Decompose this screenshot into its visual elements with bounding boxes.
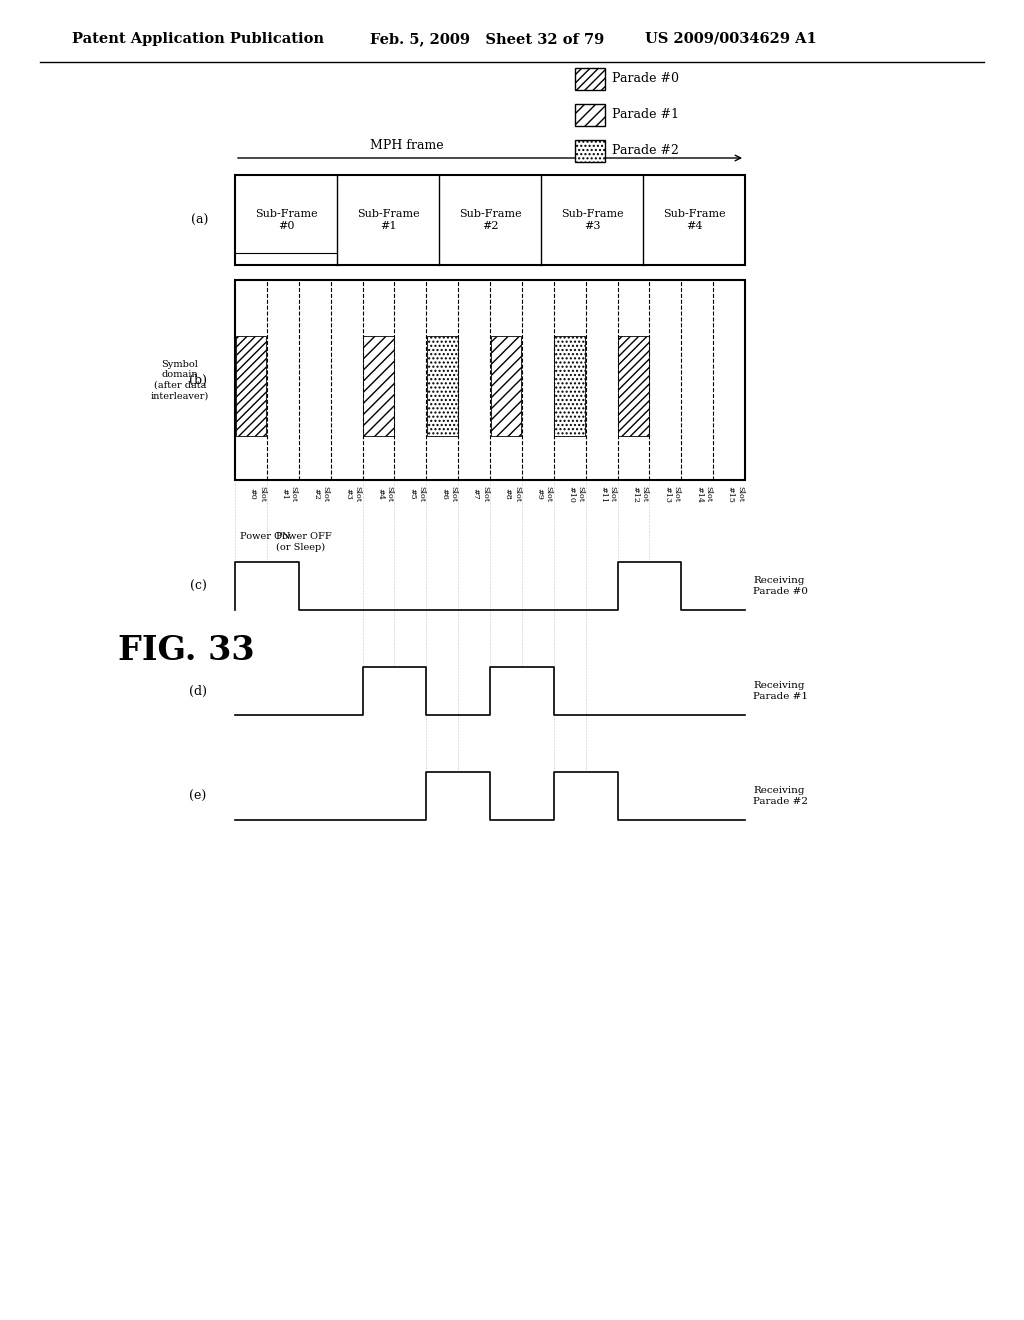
Text: Slot
#10: Slot #10: [567, 486, 585, 503]
Text: Slot
#1: Slot #1: [281, 486, 298, 502]
Bar: [575, 140, 605, 162]
Text: Receiving
Parade #1: Receiving Parade #1: [753, 681, 808, 701]
Text: Power OFF
(or Sleep): Power OFF (or Sleep): [276, 532, 332, 552]
Bar: [427, 337, 458, 436]
Text: Slot
#2: Slot #2: [312, 486, 330, 502]
Bar: [554, 337, 585, 436]
Text: Slot
#5: Slot #5: [409, 486, 425, 502]
Bar: [618, 337, 649, 436]
Text: Slot
#6: Slot #6: [440, 486, 457, 502]
Bar: [234, 280, 745, 480]
Text: Slot
#0: Slot #0: [249, 486, 266, 502]
Text: Receiving
Parade #2: Receiving Parade #2: [753, 787, 808, 805]
Text: Slot
#3: Slot #3: [344, 486, 361, 502]
Text: (b): (b): [189, 374, 207, 387]
Text: (c): (c): [189, 579, 207, 593]
Text: Power ON: Power ON: [240, 532, 290, 541]
Text: Slot
#15: Slot #15: [727, 486, 744, 503]
Text: US 2009/0034629 A1: US 2009/0034629 A1: [645, 32, 817, 46]
Text: Sub-Frame
#3: Sub-Frame #3: [561, 209, 624, 231]
Text: Slot
#4: Slot #4: [376, 486, 393, 502]
Text: Receiving
Parade #0: Receiving Parade #0: [753, 577, 808, 595]
Text: Slot
#12: Slot #12: [631, 486, 648, 503]
Bar: [575, 104, 605, 125]
Bar: [234, 176, 745, 265]
Bar: [490, 337, 521, 436]
Text: Slot
#14: Slot #14: [695, 486, 712, 503]
Text: Slot
#9: Slot #9: [536, 486, 553, 502]
Text: Slot
#13: Slot #13: [664, 486, 680, 503]
Text: Parade #0: Parade #0: [612, 73, 679, 86]
Text: Slot
#8: Slot #8: [504, 486, 521, 502]
Text: (e): (e): [189, 789, 207, 803]
Bar: [362, 337, 394, 436]
Text: Feb. 5, 2009   Sheet 32 of 79: Feb. 5, 2009 Sheet 32 of 79: [370, 32, 604, 46]
Text: Sub-Frame
#1: Sub-Frame #1: [356, 209, 419, 231]
Text: Slot
#7: Slot #7: [472, 486, 489, 502]
Text: Slot
#11: Slot #11: [599, 486, 616, 503]
Text: MPH frame: MPH frame: [370, 139, 443, 152]
Text: Parade #1: Parade #1: [612, 108, 679, 121]
Text: Parade #2: Parade #2: [612, 144, 679, 157]
Text: Patent Application Publication: Patent Application Publication: [72, 32, 324, 46]
Bar: [236, 337, 266, 436]
Bar: [575, 69, 605, 90]
Text: (d): (d): [189, 685, 207, 697]
Text: Sub-Frame
#0: Sub-Frame #0: [255, 209, 317, 231]
Text: Symbol
domain
(after data
interleaver): Symbol domain (after data interleaver): [151, 360, 209, 400]
Text: FIG. 33: FIG. 33: [118, 634, 255, 667]
Text: Sub-Frame
#2: Sub-Frame #2: [459, 209, 521, 231]
Text: (a): (a): [191, 214, 209, 227]
Text: Sub-Frame
#4: Sub-Frame #4: [663, 209, 725, 231]
